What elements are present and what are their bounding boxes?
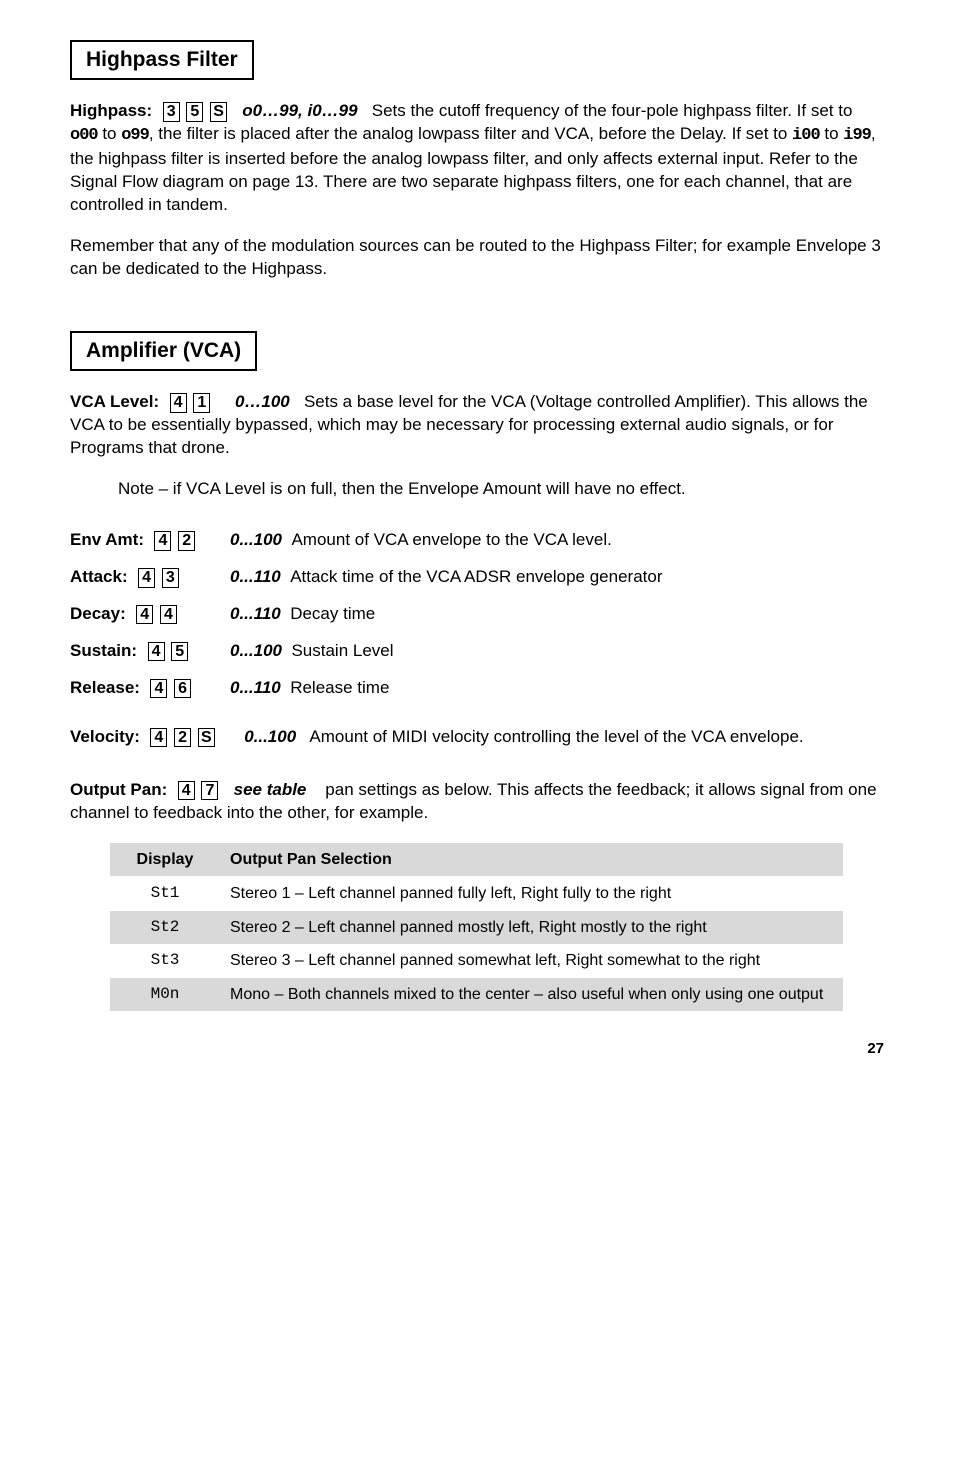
pan-description: Mono – Both channels mixed to the center… [220, 978, 843, 1012]
table-row: St3Stereo 3 – Left channel panned somewh… [110, 944, 843, 978]
text: , the filter is placed after the analog … [149, 124, 792, 143]
key: 3 [162, 568, 179, 588]
key-3: 3 [163, 102, 180, 122]
param-desc: Decay time [290, 604, 375, 623]
param-desc: Release time [290, 678, 389, 697]
highpass-header: Highpass Filter [70, 40, 254, 80]
key: 4 [154, 531, 171, 551]
key-4: 4 [178, 781, 195, 801]
param-desc: Attack time of the VCA ADSR envelope gen… [290, 567, 662, 586]
text: to [98, 124, 122, 143]
highpass-range: o0…99, i0…99 [242, 101, 357, 120]
key-s: S [198, 728, 215, 748]
highpass-label: Highpass: [70, 101, 152, 120]
param-row: Attack: 4 3 0...110 Attack time of the VC… [70, 566, 884, 589]
seg: i99 [843, 126, 871, 145]
param-range: 0...110 [230, 678, 281, 697]
param-row: Env Amt: 4 2 0...100 Amount of VCA envelo… [70, 529, 884, 552]
highpass-para1: Highpass: 3 5 S o0…99, i0…99 Sets the cu… [70, 100, 884, 217]
vca-level-para: VCA Level: 4 1 0…100 Sets a base level f… [70, 391, 884, 460]
output-pan-table: Display Output Pan Selection St1Stereo 1… [110, 843, 843, 1012]
display-value: M0n [110, 978, 220, 1012]
table-head-display: Display [110, 843, 220, 877]
param-label: Attack: [70, 567, 128, 586]
pan-description: Stereo 1 – Left channel panned fully lef… [220, 877, 843, 911]
velocity-range: 0...100 [244, 727, 296, 746]
seg: o99 [121, 126, 149, 145]
param-desc: Amount of VCA envelope to the VCA level. [291, 530, 611, 549]
param-label: Env Amt: [70, 530, 144, 549]
key: 4 [148, 642, 165, 662]
pan-label: Output Pan: [70, 780, 167, 799]
vca-level-range: 0…100 [235, 392, 290, 411]
key: 4 [136, 605, 153, 625]
pan-description: Stereo 3 – Left channel panned somewhat … [220, 944, 843, 978]
param-range: 0...100 [230, 530, 282, 549]
velocity-para: Velocity: 4 2 S 0...100 Amount of MIDI v… [70, 726, 884, 749]
param-desc: Sustain Level [291, 641, 393, 660]
param-label: Sustain: [70, 641, 137, 660]
param-label: Decay: [70, 604, 126, 623]
vca-header: Amplifier (VCA) [70, 331, 257, 371]
text: Sets the cutoff frequency of the four-po… [372, 101, 853, 120]
key: 4 [138, 568, 155, 588]
display-value: St1 [110, 877, 220, 911]
param-row: Sustain: 4 5 0...100 Sustain Level [70, 640, 884, 663]
display-value: St3 [110, 944, 220, 978]
key-1: 1 [193, 393, 210, 413]
param-label: Release: [70, 678, 140, 697]
key-5: 5 [186, 102, 203, 122]
param-range: 0...100 [230, 641, 282, 660]
key-7: 7 [201, 781, 218, 801]
vca-note: Note – if VCA Level is on full, then the… [70, 478, 884, 501]
seg: o00 [70, 126, 98, 145]
output-pan-para: Output Pan: 4 7 see table pan settings a… [70, 779, 884, 825]
param-range: 0...110 [230, 604, 281, 623]
page-number: 27 [70, 1039, 884, 1059]
velocity-label: Velocity: [70, 727, 140, 746]
key: 4 [160, 605, 177, 625]
param-range: 0...110 [230, 567, 281, 586]
key-4: 4 [150, 728, 167, 748]
text: Amount of MIDI velocity controlling the … [309, 727, 803, 746]
key: 6 [174, 679, 191, 699]
table-row: M0nMono – Both channels mixed to the cen… [110, 978, 843, 1012]
key-4: 4 [170, 393, 187, 413]
pan-description: Stereo 2 – Left channel panned mostly le… [220, 911, 843, 945]
key-s: S [210, 102, 227, 122]
param-row: Decay: 4 4 0...110 Decay time [70, 603, 884, 626]
seg: i00 [792, 126, 820, 145]
param-row: Release: 4 6 0...110 Release time [70, 677, 884, 700]
pan-range: see table [234, 780, 307, 799]
table-head-selection: Output Pan Selection [220, 843, 843, 877]
key: 5 [171, 642, 188, 662]
table-row: St2Stereo 2 – Left channel panned mostly… [110, 911, 843, 945]
display-value: St2 [110, 911, 220, 945]
text: to [820, 124, 844, 143]
vca-level-label: VCA Level: [70, 392, 159, 411]
table-row: St1Stereo 1 – Left channel panned fully … [110, 877, 843, 911]
key: 4 [150, 679, 167, 699]
key: 2 [178, 531, 195, 551]
text: Sets a base level for the VCA (Voltage c… [70, 392, 868, 457]
key-2: 2 [174, 728, 191, 748]
highpass-para2: Remember that any of the modulation sour… [70, 235, 884, 281]
